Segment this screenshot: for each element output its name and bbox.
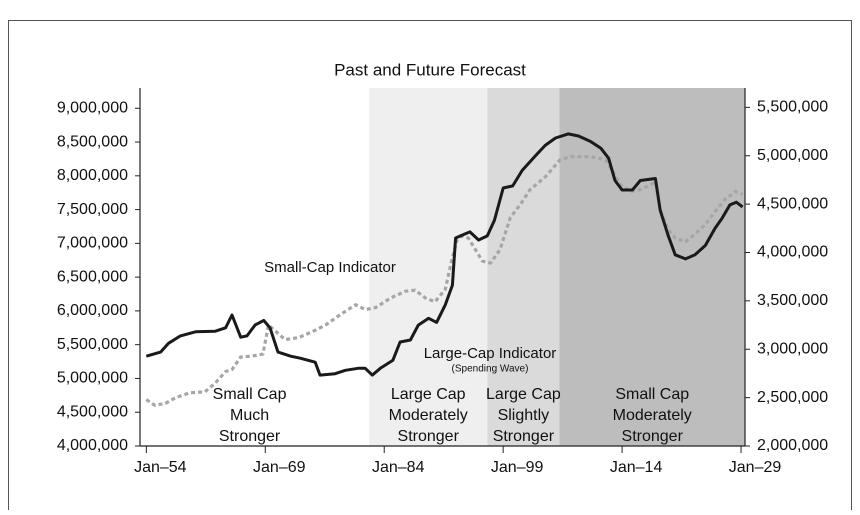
region-label: Small Cap [615,386,689,403]
region-label: Stronger [493,428,555,445]
chart-title: Past and Future Forecast [334,60,526,79]
y-tick-label: 7,500,000 [57,201,128,218]
y-tick-label: 6,000,000 [57,302,128,319]
y2-tick-label: 5,000,000 [757,147,828,164]
region [487,88,560,446]
y-tick-label: 8,500,000 [57,133,128,150]
y2-tick-label: 5,500,000 [757,99,828,116]
y-tick-label: 6,500,000 [57,268,128,285]
y2-tick-label: 2,000,000 [757,437,828,454]
y2-tick-label: 4,500,000 [757,195,828,212]
region-label: Stronger [219,428,281,445]
frame [8,20,852,515]
annotation: (Spending Wave) [452,364,529,375]
region [559,88,745,446]
region [140,88,370,446]
y-tick-label: 4,000,000 [57,437,128,454]
region-label: Moderately [389,407,468,424]
region-label: Slightly [498,407,550,424]
y-tick-label: 5,500,000 [57,336,128,353]
y2-tick-label: 3,500,000 [757,292,828,309]
region-label: Large Cap [486,386,561,403]
x-tick-label: Jan–84 [372,459,425,476]
region-label: Small Cap [213,386,287,403]
x-tick-label: Jan–99 [491,459,544,476]
x-tick-label: Jan–14 [610,459,663,476]
region [369,88,488,446]
region-label: Large Cap [391,386,466,403]
x-tick-label: Jan–69 [253,459,306,476]
region-label: Stronger [622,428,684,445]
annotation: Small-Cap Indicator [264,259,396,276]
region-label: Much [230,407,269,424]
y2-tick-label: 4,000,000 [757,244,828,261]
y-tick-label: 9,000,000 [57,99,128,116]
region-label: Moderately [613,407,692,424]
y-tick-label: 5,000,000 [57,370,128,387]
x-tick-label: Jan–54 [134,459,187,476]
x-tick-label: Jan–29 [729,459,782,476]
y-tick-label: 8,000,000 [57,167,128,184]
y-tick-label: 7,000,000 [57,235,128,252]
y2-tick-label: 3,000,000 [757,340,828,357]
series-line [145,132,744,377]
region-label: Stronger [398,428,460,445]
y2-tick-label: 2,500,000 [757,389,828,406]
annotation: Large-Cap Indicator [424,345,557,362]
y-tick-label: 4,500,000 [57,403,128,420]
